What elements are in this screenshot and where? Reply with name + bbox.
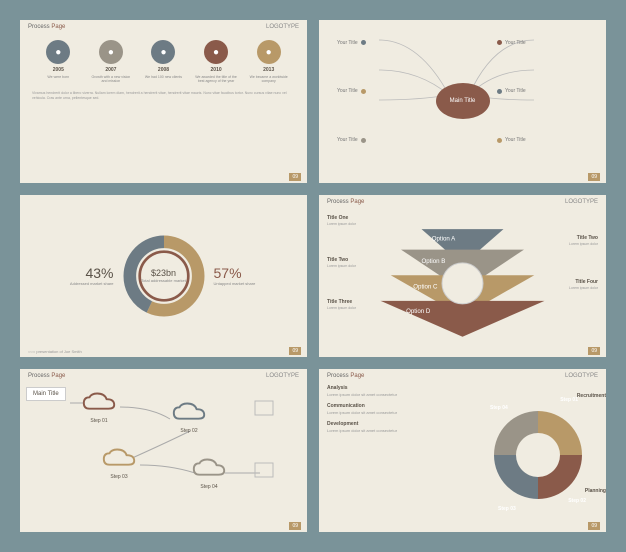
mindmap-node: Your Title <box>337 40 366 46</box>
lorem-text: Vivamus hendrerit dolor a libero viverra… <box>20 87 307 105</box>
list-item: CommunicationLorem ipsum dolor sit amet … <box>327 403 478 415</box>
slide-header: Process Page LOGOTYPE <box>319 369 606 381</box>
mindmap-node: Your Title <box>497 40 526 46</box>
page-number: 09 <box>289 347 301 355</box>
page-number: 09 <box>588 347 600 355</box>
timeline-item: ● 2010We awarded the title of the best a… <box>195 40 237 83</box>
cloud-step: Step 01 <box>80 391 118 415</box>
svg-text:Option B: Option B <box>422 258 446 265</box>
mindmap-node: Your Title <box>337 88 366 94</box>
cloud-step: Step 03 <box>100 447 138 471</box>
timeline-item: ● 2005We were born <box>37 40 79 83</box>
slide-timeline: Process Page LOGOTYPE ● 2005We were born… <box>20 20 307 183</box>
triangle-options: Option A Option B Option C Option D Titl… <box>319 207 606 354</box>
person-icon: ● <box>46 40 70 64</box>
team-icon: ● <box>257 40 281 64</box>
svg-text:Option D: Option D <box>406 308 431 315</box>
mindmap-center: Main Title <box>436 83 490 119</box>
slide-mindmap: Main Title Your Title Your Title Your Titl… <box>319 20 606 183</box>
cloud-step: Step 02 <box>170 401 208 425</box>
donut-chart: 43% Addressed market share $23bn Total a… <box>20 195 307 358</box>
pct-right: 57% <box>214 265 298 281</box>
timeline-item: ● 2008We had 100 new clients <box>142 40 184 83</box>
list-item: DevelopmentLorem ipsum dolor sit amet co… <box>327 421 478 433</box>
page-number: 09 <box>588 522 600 530</box>
slide-clouds: Process Page LOGOTYPE Main Title Step 01… <box>20 369 307 532</box>
page-number: 09 <box>289 173 301 181</box>
slide-triangles: Process Page LOGOTYPE Option A Option B … <box>319 195 606 358</box>
trophy-icon: ● <box>204 40 228 64</box>
svg-text:Option A: Option A <box>432 235 456 242</box>
svg-text:Option C: Option C <box>413 283 438 290</box>
cloud-flow: Main Title Step 01Step 02Step 03Step 04 <box>20 381 307 528</box>
circular-process: AnalysisLorem ipsum dolor sit amet conse… <box>319 381 606 528</box>
mindmap: Main Title Your Title Your Title Your Titl… <box>319 20 606 183</box>
pct-left: 43% <box>30 265 114 281</box>
circle-chart <box>483 400 593 510</box>
mindmap-node: Your Title <box>497 137 526 143</box>
slide-header: Process Page LOGOTYPE <box>20 20 307 32</box>
slide-circular: Process Page LOGOTYPE AnalysisLorem ipsu… <box>319 369 606 532</box>
footer-credit: ○○○ presentation of Joe Smith <box>28 349 82 354</box>
mindmap-node: Your Title <box>497 88 526 94</box>
page-number: 09 <box>588 173 600 181</box>
timeline-item: ● 2013We became a worldwide company <box>248 40 290 83</box>
cloud-step: Step 04 <box>190 457 228 481</box>
slide-header: Process Page LOGOTYPE <box>319 195 606 207</box>
timeline: ● 2005We were born ● 2007Growth with a ne… <box>20 32 307 87</box>
slide-header: Process Page LOGOTYPE <box>20 369 307 381</box>
slide-donut: 43% Addressed market share $23bn Total a… <box>20 195 307 358</box>
list-item: AnalysisLorem ipsum dolor sit amet conse… <box>327 385 478 397</box>
mindmap-node: Your Title <box>337 137 366 143</box>
page-number: 09 <box>289 522 301 530</box>
timeline-item: ● 2007Growth with a new vision and missi… <box>90 40 132 83</box>
hand-icon: ● <box>151 40 175 64</box>
people-icon: ● <box>99 40 123 64</box>
